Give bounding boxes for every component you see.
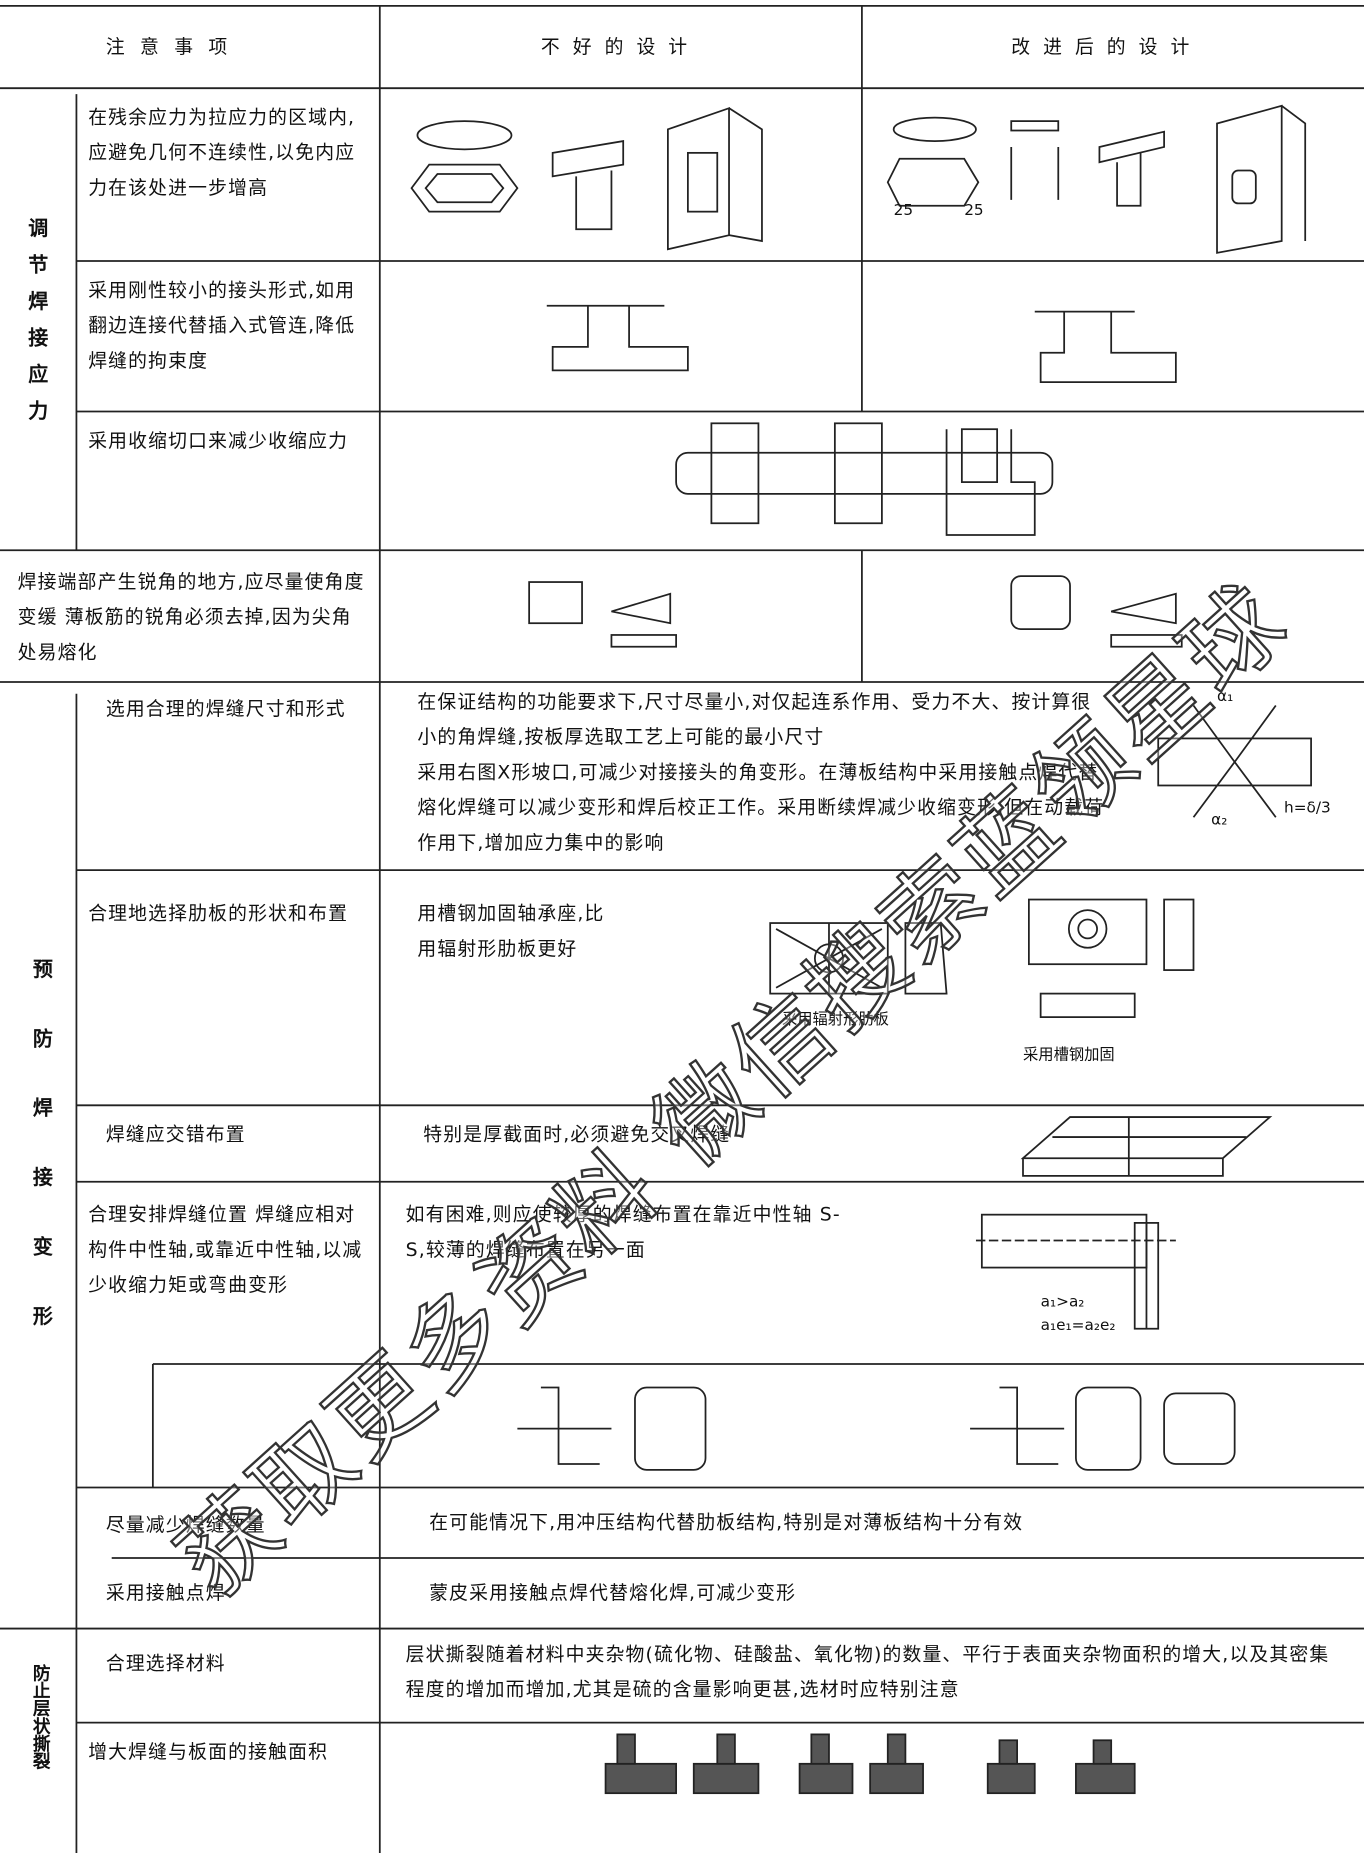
note-text: 采用收缩切口来减少收缩应力 <box>88 429 349 452</box>
figure-label: h=δ/3 <box>1284 799 1331 818</box>
note-text: 在残余应力为拉应力的区域内,应避免几何不连续性,以免内应力在该处进一步增高 <box>88 105 356 199</box>
detail-text: 在保证结构的功能要求下,尺寸尽量小,对仅起连系作用、受力不大、按计算很小的角焊缝… <box>417 690 1092 748</box>
figure-label: a₁>a₂ <box>1040 1293 1085 1312</box>
figure-label: a₁e₁=a₂e₂ <box>1040 1316 1116 1335</box>
figure-label: 25 <box>893 202 914 220</box>
detail-text: 在可能情况下,用冲压结构代替肋板结构,特别是对薄板结构十分有效 <box>429 1510 1024 1534</box>
figure-label: 25 <box>964 202 984 220</box>
detail-text: 用槽钢加固轴承座,比用辐射形肋板更好 <box>417 901 605 960</box>
detail-text: 特别是厚截面时,必须避免交叉焊缝 <box>423 1122 731 1146</box>
figure-label: 采用辐射形肋板 <box>781 1011 889 1029</box>
figure-label: α₁ <box>1217 687 1234 706</box>
note-text: 合理安排焊缝位置 焊缝应相对构件中性轴,或靠近中性轴,以减少收缩力矩或弯曲变形 <box>88 1202 363 1296</box>
column-header: 改 进 后 的 设 计 <box>1011 35 1193 58</box>
note-text: 尽量减少焊缝数量 <box>105 1513 266 1536</box>
detail-text: 蒙皮采用接触点焊代替熔化焊,可减少变形 <box>429 1581 797 1604</box>
column-header: 注 意 事 项 <box>105 35 232 58</box>
note-text: 选用合理的焊缝尺寸和形式 <box>105 697 346 720</box>
note-text: 采用接触点焊 <box>105 1581 226 1604</box>
group-label: 调节焊接应力 <box>23 217 48 437</box>
note-text: 采用刚性较小的接头形式,如用翻边连接代替插入式管连,降低焊缝的拘束度 <box>88 278 356 372</box>
note-text: 增大焊缝与板面的接触面积 <box>88 1740 329 1763</box>
note-text: 焊缝应交错布置 <box>105 1122 246 1146</box>
note-text: 合理选择材料 <box>105 1652 226 1675</box>
note-text: 焊接端部产生锐角的地方,应尽量使角度变缓 薄板筋的锐角必须去掉,因为尖角处易熔化 <box>17 570 365 664</box>
group-label: 预防焊接变形 <box>28 958 52 1375</box>
detail-text: 层状撕裂随着材料中夹杂物(硫化物、硅酸盐、氧化物)的数量、平行于表面夹杂物面积的… <box>405 1642 1330 1701</box>
figure-label: 采用槽钢加固 <box>1022 1046 1115 1065</box>
figure-label: α₂ <box>1211 811 1228 829</box>
detail-text: 如有困难,则应使较厚的焊缝布置在靠近中性轴 S-S,较薄的焊缝布置在另一面 <box>405 1202 841 1261</box>
note-text: 合理地选择肋板的形状和布置 <box>88 901 349 925</box>
detail-text: 采用右图X形坡口,可减少对接接头的角变形。在薄板结构中采用接触点焊代替熔化焊缝可… <box>417 760 1105 854</box>
group-label: 防止层状撕裂 <box>30 1663 52 1770</box>
column-header: 不 好 的 设 计 <box>540 35 691 58</box>
